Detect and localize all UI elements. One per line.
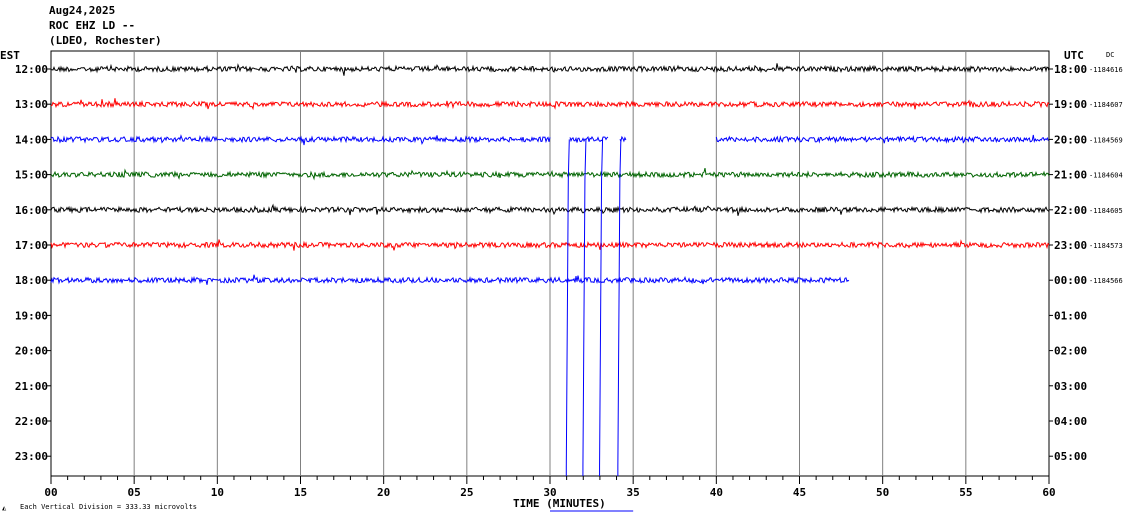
utc-hour-label: 02:00 xyxy=(1054,345,1087,358)
x-tick-label: 05 xyxy=(128,486,141,499)
seismic-trace xyxy=(50,203,1050,216)
utc-hour-label: 01:00 xyxy=(1054,309,1087,322)
x-tick-label: 25 xyxy=(460,486,473,499)
dc-label: DC xyxy=(1106,51,1115,59)
est-hour-label: 21:00 xyxy=(15,380,48,393)
est-hour-label: 13:00 xyxy=(15,98,48,111)
dc-offset-label: -1184573 xyxy=(1089,242,1123,250)
seismic-trace xyxy=(50,134,551,146)
station-label: ROC EHZ LD -- xyxy=(49,19,136,32)
seismo-logo-icon: ◭ xyxy=(2,504,7,512)
x-tick-label: 60 xyxy=(1042,486,1055,499)
seismic-trace xyxy=(569,135,609,143)
est-hour-label: 18:00 xyxy=(15,274,48,287)
est-hour-label: 15:00 xyxy=(15,169,48,182)
est-hour-label: 20:00 xyxy=(15,345,48,358)
utc-hour-label: 00:00 xyxy=(1054,274,1087,287)
x-tick-label: 10 xyxy=(211,486,224,499)
utc-hour-label: 03:00 xyxy=(1054,380,1087,393)
dc-offset-label: -1184605 xyxy=(1089,207,1123,215)
x-axis-title: TIME (MINUTES) xyxy=(513,497,606,510)
utc-hour-label: 18:00 xyxy=(1054,63,1087,76)
utc-hour-label: 20:00 xyxy=(1054,133,1087,146)
seismic-trace xyxy=(50,98,1050,111)
location-label: (LDEO, Rochester) xyxy=(49,34,162,47)
seismic-trace xyxy=(50,239,1050,251)
footer-note: Each Vertical Division = 333.33 microvol… xyxy=(20,503,198,511)
dc-offset-label: -1184569 xyxy=(1089,136,1123,144)
utc-hour-label: 04:00 xyxy=(1054,415,1087,428)
x-tick-label: 45 xyxy=(793,486,806,499)
x-tick-label: 30 xyxy=(543,486,556,499)
dc-offset-label: -1184566 xyxy=(1089,277,1123,285)
x-tick-label: 40 xyxy=(710,486,723,499)
est-hour-label: 23:00 xyxy=(15,450,48,463)
x-tick-label: 00 xyxy=(44,486,57,499)
spike-line xyxy=(617,139,622,476)
dc-offset-label: -1184616 xyxy=(1089,66,1123,74)
utc-hour-label: 21:00 xyxy=(1054,169,1087,182)
est-hour-label: 19:00 xyxy=(15,309,48,322)
x-tick-label: 15 xyxy=(294,486,307,499)
est-hour-label: 12:00 xyxy=(15,63,48,76)
spike-line xyxy=(599,139,604,476)
dc-offset-label: -1184607 xyxy=(1089,101,1123,109)
utc-hour-label: 19:00 xyxy=(1054,98,1087,111)
seismic-trace xyxy=(715,134,1049,144)
utc-hour-label: 23:00 xyxy=(1054,239,1087,252)
spike-line xyxy=(582,139,587,476)
x-tick-label: 35 xyxy=(627,486,640,499)
est-hour-label: 16:00 xyxy=(15,204,48,217)
spike-line xyxy=(565,139,570,476)
est-hour-label: 14:00 xyxy=(15,133,48,146)
x-tick-label: 50 xyxy=(876,486,889,499)
x-tick-label: 20 xyxy=(377,486,390,499)
dc-offset-label: -1184604 xyxy=(1089,172,1123,180)
date-label: Aug24,2025 xyxy=(49,4,116,17)
utc-hour-label: 22:00 xyxy=(1054,204,1087,217)
seismic-trace xyxy=(50,274,850,285)
est-axis-label: EST xyxy=(0,49,20,62)
seismic-trace xyxy=(50,167,1050,181)
utc-axis-label: UTC xyxy=(1064,49,1084,62)
est-hour-label: 22:00 xyxy=(15,415,48,428)
utc-hour-label: 05:00 xyxy=(1054,450,1087,463)
seismic-trace xyxy=(50,63,1050,76)
x-tick-label: 55 xyxy=(959,486,972,499)
est-hour-label: 17:00 xyxy=(15,239,48,252)
